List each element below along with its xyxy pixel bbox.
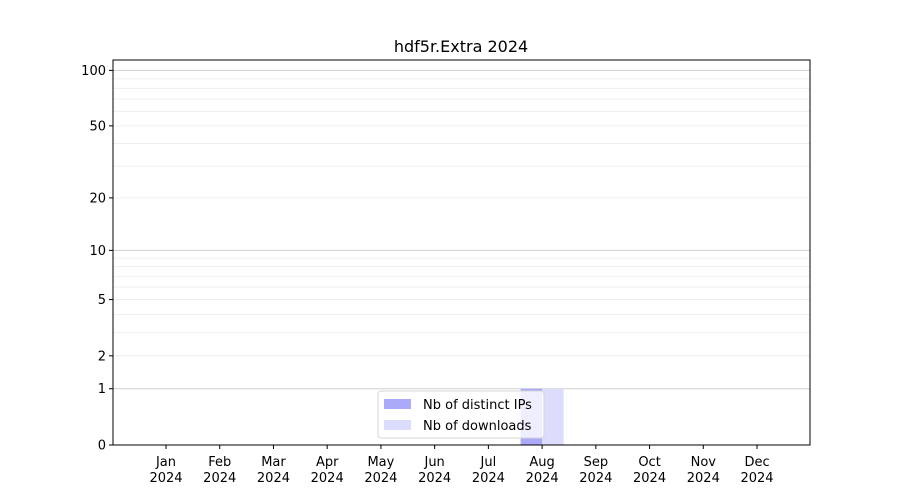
legend-swatch <box>384 420 411 430</box>
y-tick-label: 2 <box>98 349 106 364</box>
x-tick-label-line: Jul <box>480 455 497 470</box>
legend-box <box>377 390 545 439</box>
bar-nb-of-downloads <box>542 388 564 445</box>
y-tick-label: 5 <box>98 293 106 308</box>
x-tick-label: Sep 2024 <box>579 455 612 486</box>
chart-title: hdf5r.Extra 2024 <box>394 37 528 56</box>
legend-label: Nb of distinct IPs <box>423 398 532 413</box>
y-tick-label: 50 <box>89 119 106 134</box>
x-tick-label-line: 2024 <box>257 471 290 486</box>
x-tick-label-line: 2024 <box>687 471 720 486</box>
x-tick-label-line: Nov <box>691 455 717 470</box>
y-tick-label: 10 <box>89 244 106 259</box>
x-tick-label-line: Feb <box>208 455 231 470</box>
x-tick-label: Aug 2024 <box>526 455 559 486</box>
x-tick-label-line: Jun <box>423 455 444 470</box>
x-tick-label-line: Apr <box>316 455 339 470</box>
x-tick-label-line: 2024 <box>364 471 397 486</box>
x-tick-label-line: 2024 <box>740 471 773 486</box>
legend-swatch <box>384 399 411 409</box>
x-tick-label: Oct 2024 <box>633 455 666 486</box>
y-tick-label: 20 <box>89 191 106 206</box>
x-tick-label: Jun 2024 <box>418 455 451 486</box>
x-tick-label: Nov 2024 <box>687 455 720 486</box>
y-axis: 0 1 2 5 10 20 50 100 <box>81 64 113 454</box>
x-tick-label-line: 2024 <box>149 471 182 486</box>
x-tick-label-line: Aug <box>529 455 554 470</box>
x-tick-label-line: 2024 <box>472 471 505 486</box>
x-tick-label-line: May <box>367 455 394 470</box>
x-tick-label-line: Sep <box>584 455 609 470</box>
legend-label: Nb of downloads <box>423 419 532 434</box>
y-tick-label: 100 <box>81 64 106 79</box>
x-tick-label-line: Jan <box>155 455 176 470</box>
x-tick-label: Dec 2024 <box>740 455 773 486</box>
y-tick-label: 0 <box>98 439 106 454</box>
legend: Nb of distinct IPs Nb of downloads <box>377 390 545 439</box>
x-tick-label-line: Mar <box>261 455 286 470</box>
plot-frame <box>112 59 811 446</box>
x-tick-label-line: 2024 <box>418 471 451 486</box>
gridlines <box>113 69 810 390</box>
x-tick-label-line: Dec <box>744 455 769 470</box>
x-tick-label: May 2024 <box>364 455 397 486</box>
x-tick-label-line: 2024 <box>526 471 559 486</box>
x-tick-label-line: 2024 <box>633 471 666 486</box>
x-tick-label: Jan 2024 <box>149 455 182 486</box>
x-tick-label: Jul 2024 <box>472 455 505 486</box>
x-tick-label-line: 2024 <box>311 471 344 486</box>
x-tick-label-line: Oct <box>638 455 660 470</box>
x-tick-label-line: 2024 <box>203 471 236 486</box>
x-tick-label: Mar 2024 <box>257 455 290 486</box>
x-tick-label-line: 2024 <box>579 471 612 486</box>
x-tick-label: Apr 2024 <box>311 455 344 486</box>
x-tick-label: Feb 2024 <box>203 455 236 486</box>
y-tick-label: 1 <box>98 382 106 397</box>
